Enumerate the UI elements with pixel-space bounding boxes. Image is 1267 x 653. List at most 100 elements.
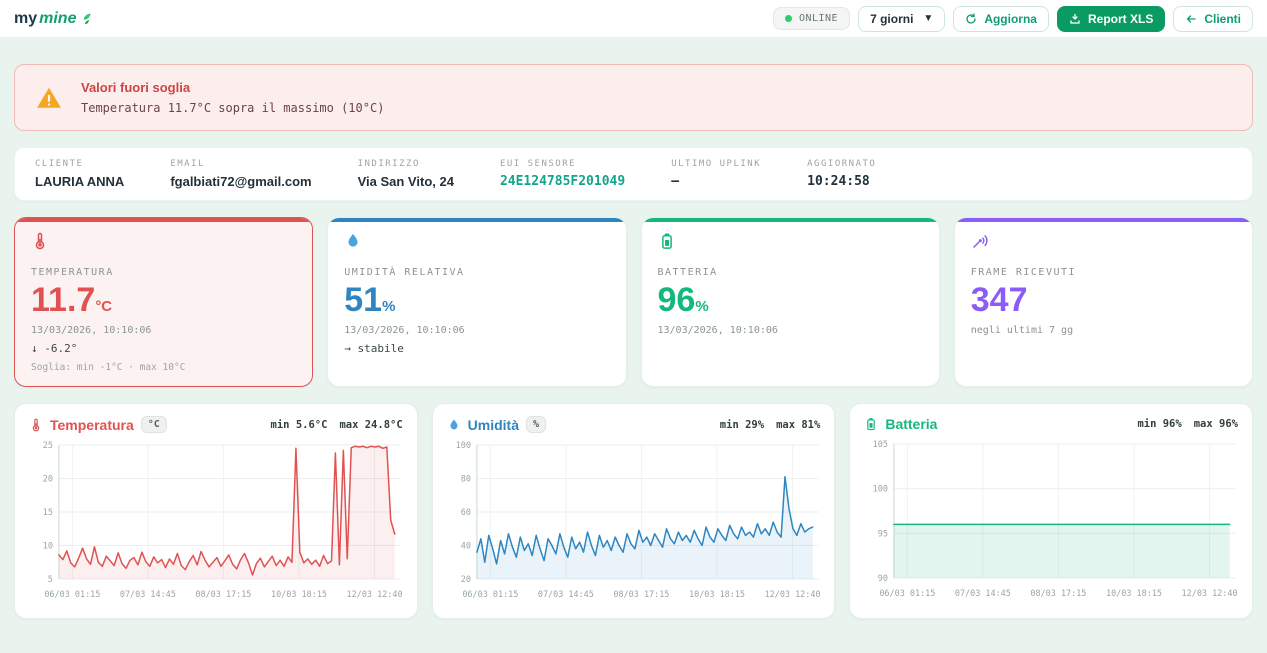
svg-text:08/03 17:15: 08/03 17:15 (1031, 588, 1087, 598)
svg-text:100: 100 (455, 440, 470, 450)
humidity-line-chart: 2040608010006/03 01:1507/03 14:4508/03 1… (447, 437, 821, 610)
field-label: CLIENTE (35, 159, 124, 169)
stat-card-temperatura: TEMPERATURA 11.7°C 13/03/2026, 10:10:06 … (14, 217, 313, 387)
field-value: — (671, 174, 761, 189)
svg-text:90: 90 (878, 573, 888, 583)
info-field-cliente: CLIENTE LAURIA ANNA (35, 159, 124, 189)
stat-card-value: 96% (658, 282, 923, 319)
svg-text:5: 5 (48, 574, 53, 584)
online-dot-icon (785, 15, 792, 22)
info-field-aggiornato: AGGIORNATO 10:24:58 (807, 159, 876, 189)
chart-minmax: min 5.6°C max 24.8°C (271, 419, 403, 431)
field-value: 24E124785F201049 (500, 174, 625, 189)
svg-text:20: 20 (460, 574, 470, 584)
field-label: EMAIL (170, 159, 311, 169)
field-label: INDIRIZZO (358, 159, 454, 169)
leaf-icon (80, 11, 95, 26)
refresh-icon (965, 13, 977, 25)
stat-value-number: 347 (971, 281, 1028, 319)
stat-value-unit: °C (95, 298, 112, 315)
svg-text:06/03 01:15: 06/03 01:15 (44, 589, 100, 599)
stat-value-number: 96 (658, 281, 696, 319)
svg-text:10/03 18:15: 10/03 18:15 (1106, 588, 1162, 598)
stat-value-number: 51 (344, 281, 382, 319)
chart-unit-badge: °C (141, 416, 167, 433)
info-field-eui-sensore: EUI SENSORE 24E124785F201049 (500, 159, 625, 189)
alert-message: Temperatura 11.7°C sopra il massimo (10°… (81, 101, 384, 115)
online-status-label: ONLINE (799, 13, 838, 24)
svg-text:07/03 14:45: 07/03 14:45 (120, 589, 176, 599)
stat-card-value: 347 (971, 282, 1236, 319)
report-xls-button-label: Report XLS (1088, 12, 1153, 26)
field-label: ULTIMO UPLINK (671, 159, 761, 169)
chart-max-label: max 24.8°C (339, 419, 402, 431)
refresh-button[interactable]: Aggiorna (953, 6, 1049, 32)
field-value: fgalbiati72@gmail.com (170, 174, 311, 189)
clients-button[interactable]: Clienti (1173, 6, 1253, 32)
clients-button-label: Clienti (1204, 12, 1241, 26)
chart-title: Batteria (885, 416, 937, 432)
chart-minmax: min 96% max 96% (1137, 418, 1238, 430)
report-xls-button[interactable]: Report XLS (1057, 6, 1165, 32)
stat-card-threshold: Soglia: min -1°C · max 10°C (31, 362, 296, 373)
period-select[interactable]: 7 giorni ▼ (858, 6, 945, 32)
field-value: LAURIA ANNA (35, 174, 124, 189)
svg-text:40: 40 (460, 540, 470, 550)
svg-text:60: 60 (460, 507, 470, 517)
svg-text:20: 20 (43, 473, 53, 483)
info-field-email: EMAIL fgalbiati72@gmail.com (170, 159, 311, 189)
logo-text-mine: mine (39, 10, 76, 28)
stat-card-timestamp: 13/03/2026, 10:10:06 (31, 325, 296, 336)
chart-card-batteria: Batteria min 96% max 96% 909510010506/03… (849, 403, 1253, 619)
card-accent-line (955, 218, 1252, 222)
client-info-bar: CLIENTE LAURIA ANNA EMAIL fgalbiati72@gm… (14, 147, 1253, 201)
svg-text:10/03 18:15: 10/03 18:15 (689, 589, 745, 599)
info-field-ultimo-uplink: ULTIMO UPLINK — (671, 159, 761, 189)
svg-text:12/03 12:40: 12/03 12:40 (1182, 588, 1238, 598)
chart-title: Umidità (468, 417, 519, 433)
chart-unit-badge: % (526, 416, 546, 433)
stat-card-label: UMIDITÀ RELATIVA (344, 267, 609, 278)
stat-card-label: BATTERIA (658, 267, 923, 278)
chevron-down-icon: ▼ (923, 13, 933, 24)
top-bar: mymine ONLINE 7 giorni ▼ Aggiorna Report… (0, 0, 1267, 38)
stat-value-number: 11.7 (31, 281, 95, 319)
battery-icon (864, 417, 878, 431)
chart-max-label: max 96% (1194, 418, 1238, 430)
stat-value-unit: % (382, 298, 395, 315)
stat-card-trend: → stabile (344, 342, 609, 355)
svg-text:10: 10 (43, 540, 53, 550)
alert-text-block: Valori fuori soglia Temperatura 11.7°C s… (81, 80, 384, 115)
chart-max-label: max 81% (776, 419, 820, 431)
alert-title: Valori fuori soglia (81, 80, 384, 95)
stat-cards-row: TEMPERATURA 11.7°C 13/03/2026, 10:10:06 … (14, 217, 1253, 387)
chart-minmax: min 29% max 81% (720, 419, 821, 431)
stat-card-frame-ricevuti: FRAME RICEVUTI 347 negli ultimi 7 gg (954, 217, 1253, 387)
app-logo: mymine (14, 10, 95, 28)
thermometer-icon (31, 232, 49, 250)
stat-card-timestamp: 13/03/2026, 10:10:06 (658, 325, 923, 336)
stat-value-unit: % (695, 298, 708, 315)
svg-text:15: 15 (43, 507, 53, 517)
chart-header: Batteria min 96% max 96% (864, 416, 1238, 432)
svg-text:12/03 12:40: 12/03 12:40 (347, 589, 403, 599)
top-bar-actions: ONLINE 7 giorni ▼ Aggiorna Report XLS Cl… (773, 6, 1253, 32)
stat-card-timestamp: negli ultimi 7 gg (971, 325, 1236, 336)
svg-text:08/03 17:15: 08/03 17:15 (195, 589, 251, 599)
card-accent-line (15, 218, 312, 222)
arrow-left-icon (1185, 13, 1197, 25)
battery-icon (658, 232, 676, 250)
period-select-value: 7 giorni (870, 12, 913, 26)
chart-min-label: min 5.6°C (271, 419, 328, 431)
field-value: Via San Vito, 24 (358, 174, 454, 189)
threshold-alert-banner: Valori fuori soglia Temperatura 11.7°C s… (14, 64, 1253, 131)
svg-text:105: 105 (873, 439, 888, 449)
chart-header: Umidità % min 29% max 81% (447, 416, 821, 433)
stat-card-umidita: UMIDITÀ RELATIVA 51% 13/03/2026, 10:10:0… (327, 217, 626, 387)
stat-card-label: FRAME RICEVUTI (971, 267, 1236, 278)
stat-card-trend: ↓ -6.2° (31, 342, 296, 355)
svg-text:06/03 01:15: 06/03 01:15 (462, 589, 518, 599)
chart-header: Temperatura °C min 5.6°C max 24.8°C (29, 416, 403, 433)
svg-text:10/03 18:15: 10/03 18:15 (271, 589, 327, 599)
field-value: 10:24:58 (807, 174, 876, 189)
